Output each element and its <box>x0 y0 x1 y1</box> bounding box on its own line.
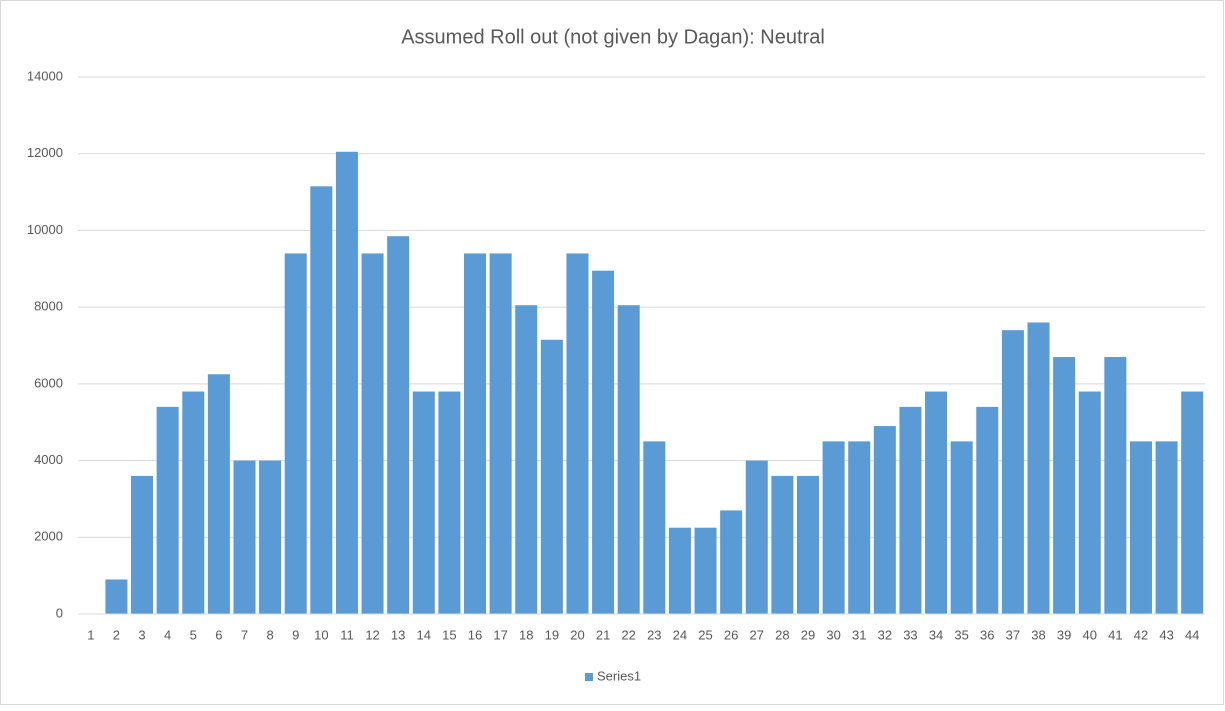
bar <box>284 253 307 614</box>
x-tick-label: 41 <box>1108 627 1122 642</box>
x-tick-label: 3 <box>138 627 145 642</box>
x-tick-label: 13 <box>391 627 405 642</box>
bar <box>310 186 333 614</box>
bar <box>182 391 205 614</box>
x-tick-label: 8 <box>266 627 273 642</box>
y-tick-label: 14000 <box>27 68 63 83</box>
x-tick-label: 23 <box>647 627 661 642</box>
bar <box>131 475 154 614</box>
x-tick-label: 12 <box>365 627 379 642</box>
x-tick-label: 31 <box>852 627 866 642</box>
bar <box>540 339 563 614</box>
bar <box>771 475 794 614</box>
x-tick-label: 22 <box>621 627 635 642</box>
bar <box>720 510 743 614</box>
bar <box>233 460 256 614</box>
bar <box>463 253 487 614</box>
bar <box>1053 357 1076 614</box>
bar <box>1181 391 1204 614</box>
bar <box>796 475 820 614</box>
bar <box>1104 357 1127 614</box>
x-tick-label: 10 <box>314 627 328 642</box>
x-tick-label: 44 <box>1185 627 1199 642</box>
bar <box>950 441 973 614</box>
x-tick-label: 38 <box>1031 627 1045 642</box>
bar <box>899 406 922 614</box>
bar <box>848 441 871 614</box>
y-tick-label: 10000 <box>27 222 63 237</box>
x-tick-label: 1 <box>87 627 94 642</box>
y-tick-label: 8000 <box>34 299 63 314</box>
x-tick-label: 7 <box>241 627 248 642</box>
x-tick-label: 14 <box>417 627 431 642</box>
bar <box>259 460 282 614</box>
x-tick-label: 37 <box>1006 627 1020 642</box>
x-tick-label: 36 <box>980 627 994 642</box>
x-tick-label: 26 <box>724 627 738 642</box>
x-tick-label: 17 <box>493 627 507 642</box>
bar <box>335 151 358 614</box>
x-tick-label: 11 <box>340 627 354 642</box>
x-tick-label: 6 <box>215 627 222 642</box>
x-tick-label: 42 <box>1134 627 1148 642</box>
legend-swatch <box>585 673 593 681</box>
x-tick-label: 30 <box>826 627 840 642</box>
y-tick-label: 2000 <box>34 529 63 544</box>
x-tick-label: 5 <box>190 627 197 642</box>
x-tick-label: 2 <box>113 627 120 642</box>
x-tick-label: 39 <box>1057 627 1071 642</box>
bar <box>822 441 845 614</box>
bar <box>489 253 512 614</box>
bar <box>1027 322 1050 614</box>
x-tick-label: 18 <box>519 627 533 642</box>
y-tick-label: 0 <box>56 605 63 620</box>
bar <box>745 460 768 614</box>
x-tick-label: 20 <box>570 627 584 642</box>
bar <box>207 374 230 614</box>
bar <box>873 426 896 614</box>
bar <box>1129 441 1152 614</box>
x-tick-label: 28 <box>775 627 789 642</box>
bar <box>515 305 538 614</box>
bar <box>976 406 999 614</box>
bar <box>592 270 615 614</box>
x-tick-label: 19 <box>545 627 559 642</box>
bar <box>1155 441 1178 614</box>
x-tick-label: 35 <box>954 627 968 642</box>
bar <box>668 527 691 614</box>
bar <box>694 527 717 614</box>
x-tick-label: 15 <box>442 627 456 642</box>
bar <box>361 253 384 614</box>
x-tick-label: 40 <box>1083 627 1097 642</box>
bar <box>156 406 179 614</box>
y-tick-label: 12000 <box>27 145 63 160</box>
bar <box>566 253 589 614</box>
bar <box>438 391 461 614</box>
y-tick-label: 4000 <box>34 452 63 467</box>
x-tick-label: 29 <box>801 627 815 642</box>
bar <box>1078 391 1101 614</box>
chart-title: Assumed Roll out (not given by Dagan): N… <box>401 26 825 48</box>
x-tick-label: 32 <box>878 627 892 642</box>
bar <box>1001 330 1024 614</box>
x-tick-label: 43 <box>1159 627 1173 642</box>
x-tick-label: 34 <box>929 627 943 642</box>
legend-label: Series1 <box>597 668 641 683</box>
x-tick-label: 4 <box>164 627 171 642</box>
bar <box>925 391 948 614</box>
x-tick-label: 27 <box>750 627 764 642</box>
bar <box>617 305 640 614</box>
x-tick-label: 25 <box>698 627 712 642</box>
x-tick-label: 16 <box>468 627 482 642</box>
y-tick-label: 6000 <box>34 375 63 390</box>
x-tick-label: 24 <box>673 627 687 642</box>
bar <box>387 236 410 615</box>
bar <box>412 391 435 614</box>
bar <box>105 579 128 614</box>
x-tick-label: 21 <box>596 627 610 642</box>
bar <box>643 441 666 614</box>
x-tick-label: 33 <box>903 627 917 642</box>
x-tick-label: 9 <box>292 627 299 642</box>
